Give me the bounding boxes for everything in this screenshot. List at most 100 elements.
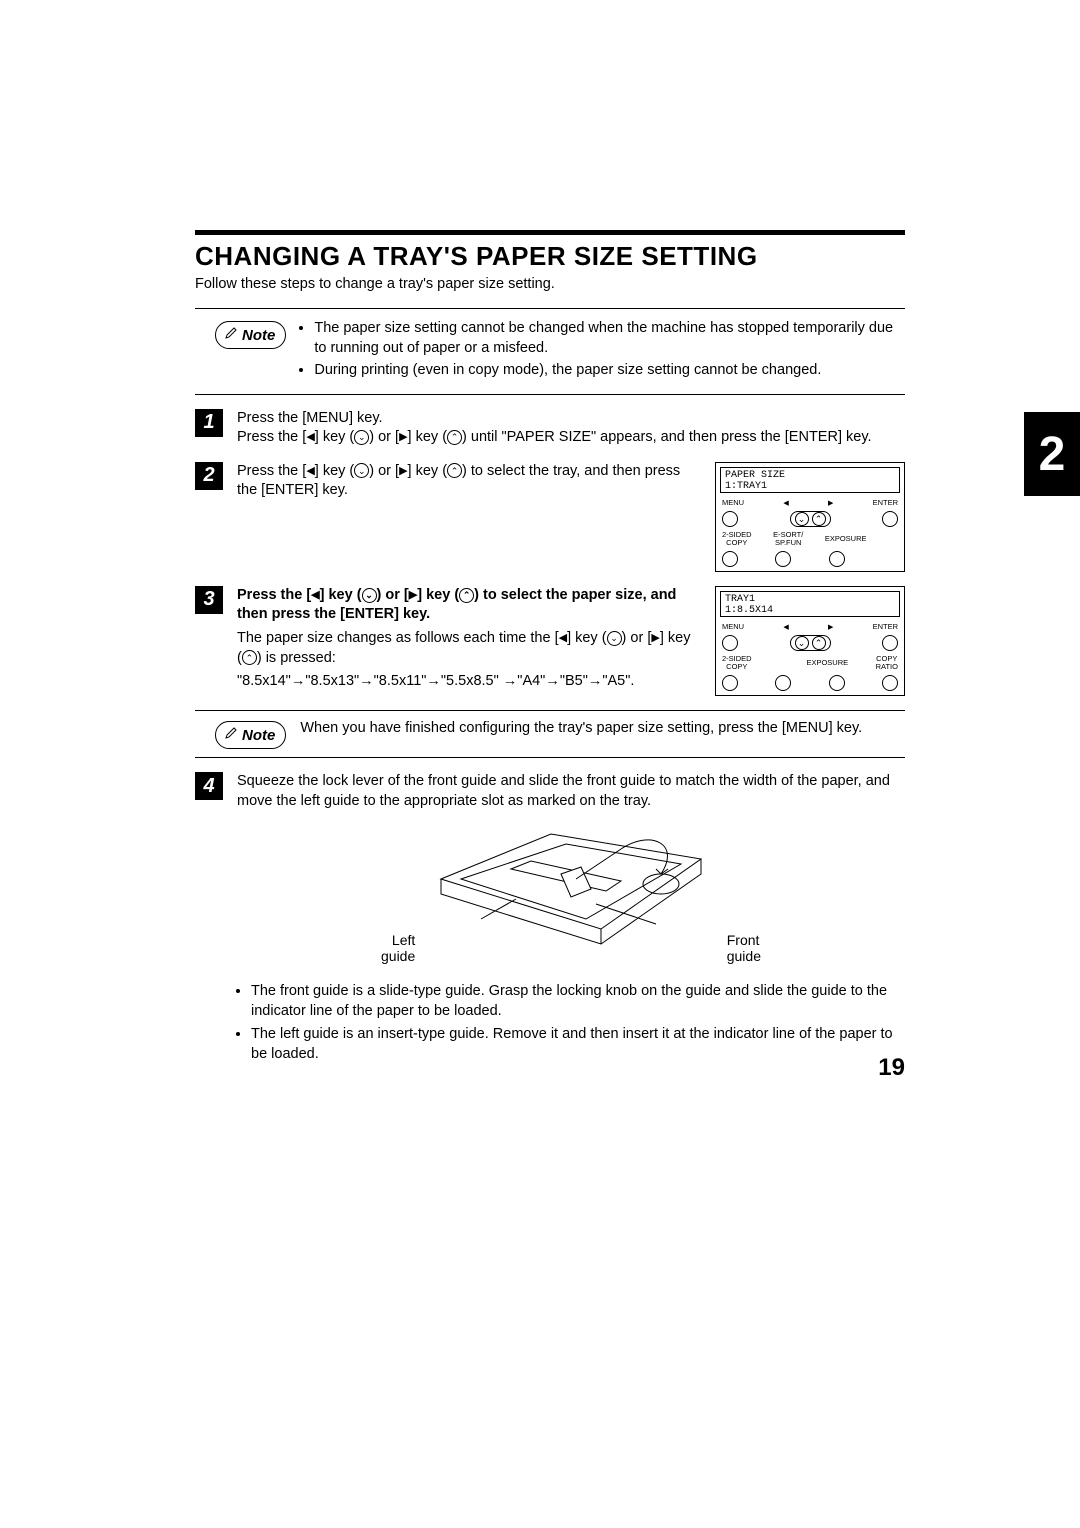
step-number: 4 — [195, 772, 223, 800]
txt: ) or [ — [377, 587, 409, 603]
txt: Press the [ — [237, 463, 306, 479]
down-circle-icon: ⌄ — [795, 636, 809, 650]
note-text-1: The paper size setting cannot be changed… — [300, 319, 905, 384]
txt: ] key ( — [408, 463, 447, 479]
tray-svg — [421, 819, 721, 969]
left-guide-label: Left guide — [381, 932, 415, 964]
txt: ] key ( — [320, 587, 362, 603]
enter-label: ENTER — [873, 623, 898, 631]
step4-bullet: The front guide is a slide-type guide. G… — [251, 982, 905, 1021]
txt: The paper size changes as follows each t… — [237, 630, 559, 646]
lcd-line: TRAY1 — [725, 594, 895, 606]
txt: ) or [ — [369, 463, 399, 479]
up-circle-icon: ⌃ — [242, 650, 257, 665]
step4-bullets: The front guide is a slide-type guide. G… — [237, 982, 905, 1064]
txt: guide — [727, 948, 761, 964]
chapter-tab: 2 — [1024, 412, 1080, 496]
txt: ] key ( — [417, 587, 459, 603]
intro-text: Follow these steps to change a tray's pa… — [195, 276, 905, 292]
panel-button — [722, 675, 738, 691]
step-4: 4 Squeeze the lock lever of the front gu… — [195, 772, 905, 1068]
note1-item: During printing (even in copy mode), the… — [314, 361, 905, 381]
lbl: 2-SIDEDCOPY — [722, 655, 752, 671]
right-key-icon: ▶ — [399, 464, 407, 479]
note-block-2: Note When you have finished configuring … — [195, 710, 905, 758]
txt: ] key ( — [315, 463, 354, 479]
down-circle-icon: ⌄ — [607, 631, 622, 646]
up-circle-icon: ⌃ — [812, 512, 826, 526]
up-circle-icon: ⌃ — [812, 636, 826, 650]
control-panel-2: PAPER SIZE 1:TRAY1 MENU ENTER ⌄⌃ — [715, 462, 905, 572]
txt: ) or [ — [622, 630, 652, 646]
step-number: 1 — [195, 409, 223, 437]
step1-text: Press the [MENU] key. Press the [◀] key … — [237, 409, 905, 448]
step1-line2: Press the [◀] key (⌄) or [▶] key (⌃) unt… — [237, 428, 905, 448]
txt: Press the [ — [237, 429, 306, 445]
panel-button — [775, 675, 791, 691]
panel-button — [882, 675, 898, 691]
up-circle-icon: ⌃ — [447, 430, 462, 445]
panel-button — [829, 551, 845, 567]
control-panel-3: TRAY1 1:8.5X14 MENU ENTER ⌄⌃ — [715, 586, 905, 696]
lbl: 2-SIDEDCOPY — [722, 531, 752, 547]
txt: ) or [ — [369, 429, 399, 445]
page-container: CHANGING A TRAY'S PAPER SIZE SETTING Fol… — [0, 0, 1080, 1162]
arrow-oval: ⌄⌃ — [790, 635, 831, 651]
arrow-left-icon — [783, 623, 788, 631]
menu-button — [722, 635, 738, 651]
step-number: 2 — [195, 462, 223, 490]
right-key-icon: ▶ — [409, 588, 417, 603]
panel-button — [829, 675, 845, 691]
txt: Press the [ — [237, 587, 311, 603]
txt: COPY — [726, 662, 747, 671]
lcd-display: PAPER SIZE 1:TRAY1 — [720, 467, 900, 493]
txt: ] key ( — [408, 429, 447, 445]
lbl: EXPOSURE — [825, 535, 867, 543]
panel-button — [722, 551, 738, 567]
page-number: 19 — [878, 1054, 905, 1082]
right-key-icon: ▶ — [399, 430, 407, 445]
lcd-line: PAPER SIZE — [725, 470, 895, 482]
txt: Left — [392, 932, 415, 948]
tray-illustration: Left guide Front guide — [391, 819, 751, 972]
lcd-display: TRAY1 1:8.5X14 — [720, 591, 900, 617]
enter-button — [882, 635, 898, 651]
txt: SP.FUN — [775, 538, 802, 547]
page-title: CHANGING A TRAY'S PAPER SIZE SETTING — [195, 241, 905, 272]
note-label: Note — [242, 327, 275, 344]
step4-bullet: The left guide is an insert-type guide. … — [251, 1025, 905, 1064]
menu-button — [722, 511, 738, 527]
arrow-right-icon — [828, 623, 833, 631]
lcd-line: 1:TRAY1 — [725, 481, 895, 493]
down-circle-icon: ⌄ — [795, 512, 809, 526]
lbl: EXPOSURE — [806, 659, 848, 667]
note-block-1: Note The paper size setting cannot be ch… — [195, 308, 905, 395]
step3-sizes: "8.5x14"→"8.5x13"→"8.5x11"→"5.5x8.5" →"A… — [237, 672, 697, 692]
menu-label: MENU — [722, 623, 744, 631]
arrow-left-icon — [783, 499, 788, 507]
note-badge: Note — [215, 721, 286, 749]
down-circle-icon: ⌄ — [354, 463, 369, 478]
note-text-2: When you have finished configuring the t… — [300, 719, 862, 739]
step-2: 2 Press the [◀] key (⌄) or [▶] key (⌃) t… — [195, 462, 905, 572]
pencil-icon — [224, 726, 238, 744]
step3-text: Press the [◀] key (⌄) or [▶] key (⌃) to … — [237, 586, 697, 696]
note1-item: The paper size setting cannot be changed… — [314, 319, 905, 358]
step2-text: Press the [◀] key (⌄) or [▶] key (⌃) to … — [237, 462, 697, 572]
step-3: 3 Press the [◀] key (⌄) or [▶] key (⌃) t… — [195, 586, 905, 696]
up-circle-icon: ⌃ — [447, 463, 462, 478]
left-key-icon: ◀ — [306, 464, 314, 479]
lcd-line: 1:8.5X14 — [725, 605, 895, 617]
panel-button — [775, 551, 791, 567]
txt: ] key ( — [315, 429, 354, 445]
left-key-icon: ◀ — [559, 631, 567, 646]
enter-label: ENTER — [873, 499, 898, 507]
lbl: COPYRATIO — [876, 655, 898, 671]
enter-button — [882, 511, 898, 527]
front-guide-label: Front guide — [727, 932, 761, 964]
txt: RATIO — [876, 662, 898, 671]
note-label: Note — [242, 727, 275, 744]
txt: ) until "PAPER SIZE" appears, and then p… — [462, 429, 872, 445]
top-rule — [195, 230, 905, 235]
left-key-icon: ◀ — [311, 588, 319, 603]
